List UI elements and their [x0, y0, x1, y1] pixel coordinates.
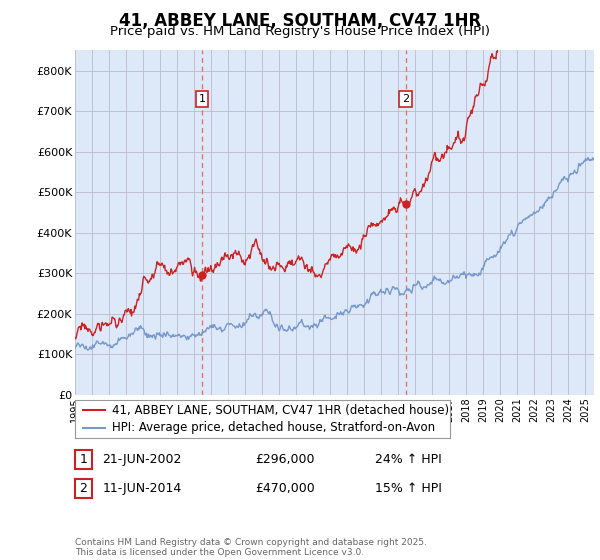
Text: 2: 2	[79, 482, 88, 496]
Text: 11-JUN-2014: 11-JUN-2014	[103, 482, 182, 496]
Text: HPI: Average price, detached house, Stratford-on-Avon: HPI: Average price, detached house, Stra…	[113, 421, 436, 434]
Text: 21-JUN-2002: 21-JUN-2002	[103, 453, 182, 466]
Text: 1: 1	[79, 453, 88, 466]
Text: 15% ↑ HPI: 15% ↑ HPI	[375, 482, 442, 496]
Text: 24% ↑ HPI: 24% ↑ HPI	[375, 453, 442, 466]
Text: Contains HM Land Registry data © Crown copyright and database right 2025.
This d: Contains HM Land Registry data © Crown c…	[75, 538, 427, 557]
Text: 41, ABBEY LANE, SOUTHAM, CV47 1HR (detached house): 41, ABBEY LANE, SOUTHAM, CV47 1HR (detac…	[113, 404, 449, 417]
Text: Price paid vs. HM Land Registry's House Price Index (HPI): Price paid vs. HM Land Registry's House …	[110, 25, 490, 38]
Text: 2: 2	[402, 94, 409, 104]
Text: 41, ABBEY LANE, SOUTHAM, CV47 1HR: 41, ABBEY LANE, SOUTHAM, CV47 1HR	[119, 12, 481, 30]
Text: £296,000: £296,000	[255, 453, 314, 466]
Text: 1: 1	[199, 94, 206, 104]
Text: £470,000: £470,000	[255, 482, 315, 496]
